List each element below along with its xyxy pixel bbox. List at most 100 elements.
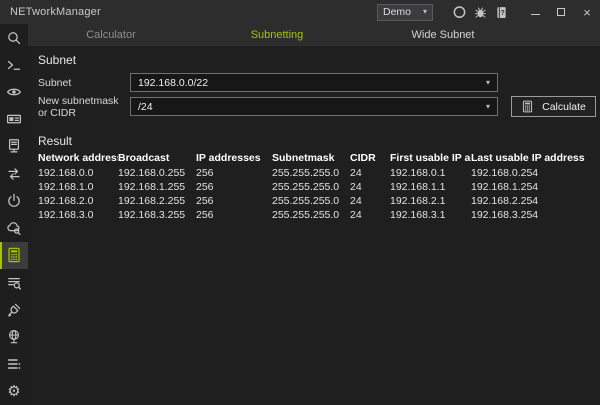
cell-last-usable-ip: 192.168.2.254 <box>471 195 539 207</box>
cell-cidr: 24 <box>350 181 362 193</box>
sidebar-item-settings[interactable]: ⚙ <box>0 378 28 405</box>
sidebar-item-remote-server[interactable] <box>0 133 28 160</box>
cell-first-usable-ip: 192.168.3.1 <box>390 209 446 221</box>
profile-selector[interactable]: Demo ▾ <box>377 3 433 21</box>
maximize-button[interactable] <box>548 0 574 24</box>
cell-network-address: 192.168.2.0 <box>38 195 94 207</box>
remote-server-icon <box>8 139 20 154</box>
cell-subnetmask: 255.255.255.0 <box>272 195 340 207</box>
github-icon <box>453 5 466 18</box>
tab-wide-subnet[interactable]: Wide Subnet <box>411 29 475 41</box>
sidebar-item-network-interface[interactable] <box>0 106 28 133</box>
terminal-icon <box>7 60 21 70</box>
new-subnetmask-combobox-value: /24 <box>138 100 153 113</box>
cloud-search-icon <box>7 222 21 236</box>
new-subnetmask-field-label: New subnetmask or CIDR <box>38 94 119 119</box>
col-ip-addresses: IP addresses <box>196 152 261 164</box>
cell-first-usable-ip: 192.168.2.1 <box>390 195 446 207</box>
cell-first-usable-ip: 192.168.1.1 <box>390 181 446 193</box>
calculator-icon <box>523 100 533 113</box>
cell-ip-addresses: 256 <box>196 209 214 221</box>
sidebar-item-search[interactable] <box>0 24 28 51</box>
subnet-field-row: Subnet 192.168.0.0/22 ▾ <box>38 73 498 92</box>
sidebar-item-lookup[interactable] <box>0 269 28 296</box>
list-icon <box>7 359 21 370</box>
calculate-button-label: Calculate <box>542 100 586 113</box>
bug-report-icon <box>475 7 486 18</box>
documentation-icon: ? <box>497 6 506 18</box>
chevron-down-icon: ▾ <box>422 7 427 16</box>
col-last-usable-ip: Last usable IP address <box>471 152 585 164</box>
cell-subnetmask: 255.255.255.0 <box>272 167 340 179</box>
calculate-button[interactable]: Calculate <box>511 96 596 117</box>
sidebar-item-arp-table[interactable] <box>0 351 28 378</box>
new-subnetmask-field-row: New subnetmask or CIDR /24 ▾ <box>38 94 498 119</box>
cell-broadcast: 192.168.1.255 <box>118 181 186 193</box>
title-bar-actions: Demo ▾ <box>377 0 600 24</box>
cell-network-address: 192.168.3.0 <box>38 209 94 221</box>
search-icon <box>8 31 21 44</box>
subnet-combobox-value: 192.168.0.0/22 <box>138 76 209 89</box>
maximize-icon <box>557 8 565 16</box>
col-cidr: CIDR <box>350 152 376 164</box>
col-broadcast: Broadcast <box>118 152 170 164</box>
sidebar-item-connections[interactable] <box>0 296 28 323</box>
close-button[interactable]: × <box>574 0 600 24</box>
cell-ip-addresses: 256 <box>196 195 214 207</box>
eye-icon <box>6 88 22 96</box>
bug-report-button[interactable] <box>470 0 491 24</box>
sidebar-item-wake-on-lan[interactable] <box>0 187 28 214</box>
close-icon: × <box>583 4 591 20</box>
subnet-section-title: Subnet <box>38 53 77 67</box>
table-row[interactable]: 192.168.1.0 192.168.1.255 256 255.255.25… <box>28 180 600 194</box>
minimize-icon <box>530 14 540 15</box>
cell-cidr: 24 <box>350 195 362 207</box>
cell-last-usable-ip: 192.168.1.254 <box>471 181 539 193</box>
file-search-icon <box>8 277 22 290</box>
sidebar-item-dns-lookup[interactable] <box>0 215 28 242</box>
chevron-down-icon: ▾ <box>485 101 490 111</box>
cell-subnetmask: 255.255.255.0 <box>272 181 340 193</box>
tab-bar: Calculator Subnetting Wide Subnet <box>28 24 600 46</box>
window-controls: × <box>522 0 600 24</box>
network-interface-icon <box>6 115 22 124</box>
documentation-button[interactable]: ? <box>491 0 512 24</box>
chevron-down-icon: ▾ <box>485 77 490 87</box>
calculator-icon <box>8 248 20 263</box>
sidebar: ⚙ <box>0 24 28 405</box>
sidebar-item-subnet-calculator[interactable] <box>0 241 28 269</box>
globe-icon <box>9 330 19 344</box>
subnet-combobox[interactable]: 192.168.0.0/22 ▾ <box>130 73 498 92</box>
col-subnetmask: Subnetmask <box>272 152 335 164</box>
new-subnetmask-combobox[interactable]: /24 ▾ <box>130 97 498 116</box>
sidebar-item-watcher[interactable] <box>0 78 28 105</box>
plug-icon <box>8 303 21 317</box>
github-button[interactable] <box>449 0 470 24</box>
col-network-address: Network address <box>38 152 118 164</box>
gear-icon: ⚙ <box>7 382 21 400</box>
minimize-button[interactable] <box>522 0 548 24</box>
sidebar-item-listeners[interactable] <box>0 323 28 350</box>
cell-ip-addresses: 256 <box>196 181 214 193</box>
result-table: Network address Broadcast IP addresses S… <box>28 150 600 222</box>
cell-last-usable-ip: 192.168.3.254 <box>471 209 539 221</box>
table-row[interactable]: 192.168.0.0 192.168.0.255 256 255.255.25… <box>28 166 600 180</box>
cell-cidr: 24 <box>350 209 362 221</box>
sidebar-item-terminal[interactable] <box>0 51 28 78</box>
svg-text:?: ? <box>500 9 504 16</box>
table-row[interactable]: 192.168.2.0 192.168.2.255 256 255.255.25… <box>28 194 600 208</box>
table-row[interactable]: 192.168.3.0 192.168.3.255 256 255.255.25… <box>28 208 600 222</box>
title-bar: NETworkManager Demo ▾ <box>0 0 600 24</box>
sidebar-item-traceroute[interactable] <box>0 160 28 187</box>
tab-calculator[interactable]: Calculator <box>86 29 136 41</box>
cell-network-address: 192.168.1.0 <box>38 181 94 193</box>
app-title: NETworkManager <box>10 6 101 18</box>
cell-last-usable-ip: 192.168.0.254 <box>471 167 539 179</box>
cell-ip-addresses: 256 <box>196 167 214 179</box>
power-icon <box>8 193 20 207</box>
col-first-usable-ip: First usable IP address <box>390 152 471 164</box>
table-header-row: Network address Broadcast IP addresses S… <box>28 150 600 166</box>
tab-subnetting[interactable]: Subnetting <box>250 29 304 41</box>
cell-network-address: 192.168.0.0 <box>38 167 94 179</box>
